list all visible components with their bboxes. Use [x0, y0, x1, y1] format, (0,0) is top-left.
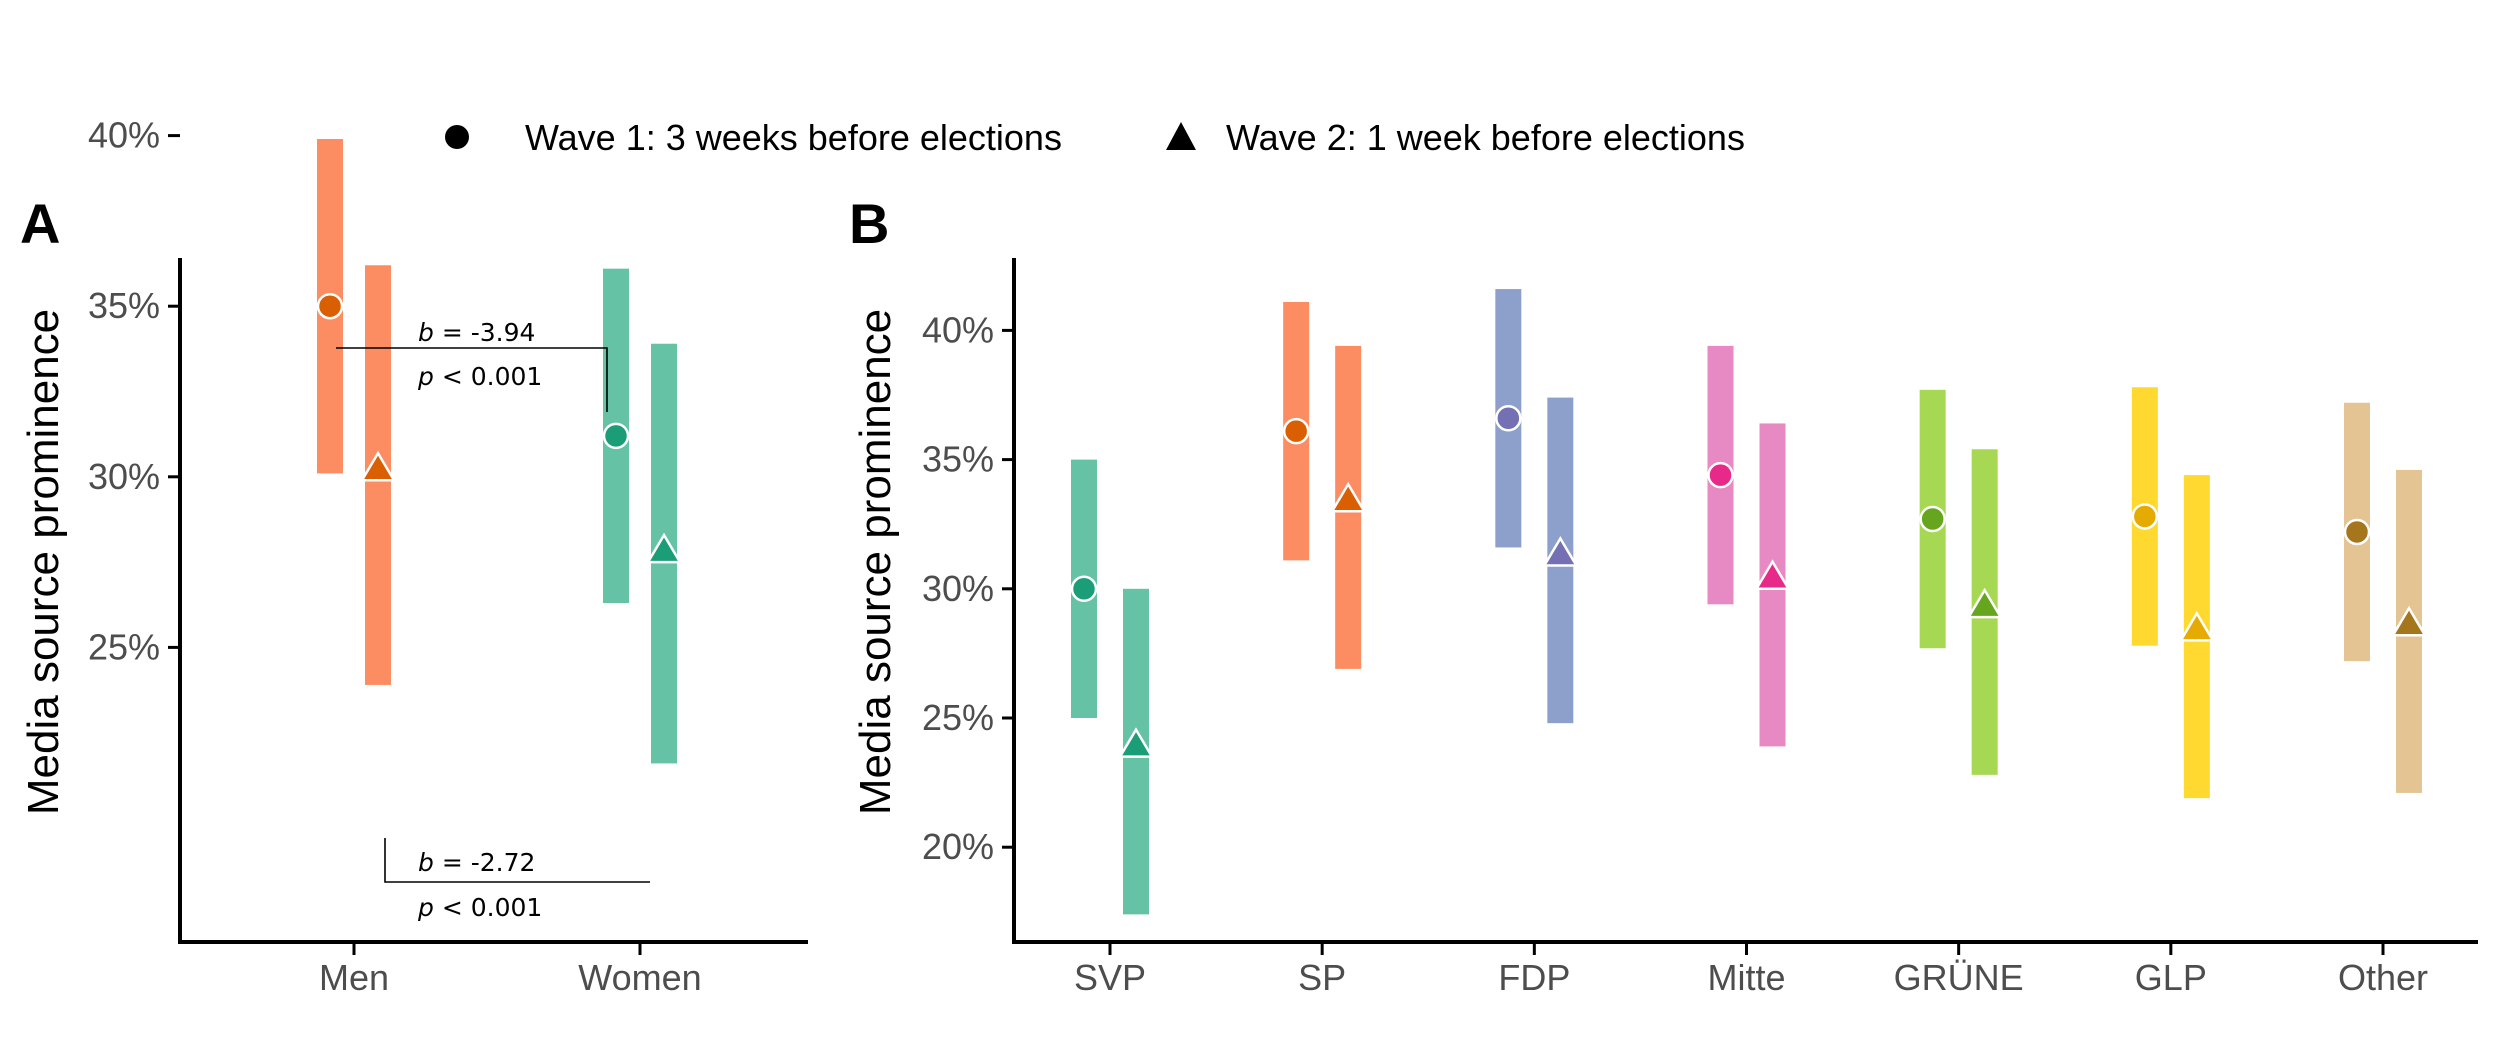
panel-b-wave1-point [2131, 503, 2159, 530]
panel-b-label: B [849, 192, 889, 255]
panel-b-plot: 20% 25% 30% 35% 40% SVP SP FDP Mitte GRÜNE GLP Othe… [922, 289, 2428, 998]
panel-a-y-tick-label: 25% [88, 626, 160, 667]
panel-a-wave1-point [602, 422, 630, 450]
panel-b-wave1-point [1495, 405, 1522, 432]
panel-b-wave1-point [1919, 505, 1946, 533]
panel-b-wave2-point [1966, 587, 2003, 619]
legend-circle-marker [445, 125, 469, 149]
panel-b-x-tick-label: FDP [1498, 957, 1570, 998]
panel-b-x-tick-label: GRÜNE [1894, 957, 2024, 998]
panel-a-y-tick-label: 30% [88, 456, 160, 497]
panel-b-y-tick-label: 40% [922, 309, 994, 350]
panel-b-x-tick-label: SVP [1074, 957, 1146, 998]
panel-b-wave2-point [1542, 536, 1579, 567]
bracket-line-wave1 [336, 347, 608, 412]
panel-a-x-tick-label: Women [578, 957, 701, 998]
panel-b-x-tick-label: GLP [2135, 957, 2207, 998]
panel-b-y-tick-label: 35% [922, 439, 994, 480]
panel-b-wave2-point [1117, 727, 1155, 758]
panel-b-wave1-point [1707, 461, 1734, 489]
legend-wave2-label: Wave 2: 1 week before elections [1226, 117, 1745, 158]
panel-a-y-tick-label: 40% [88, 115, 160, 156]
legend-wave1-label: Wave 1: 3 weeks before elections [525, 117, 1062, 158]
panel-a-wave1-point [316, 292, 344, 320]
panel-b-wave1-point [1282, 417, 1310, 445]
panel-a-label: A [20, 192, 60, 255]
panel-a-y-axis-title: Media source prominence [19, 309, 68, 815]
panel-b-y-tick-label: 30% [922, 568, 994, 609]
panel-b-y-tick-label: 20% [922, 826, 994, 867]
panel-b-wave1-point [2343, 518, 2371, 546]
bracket-p-wave1: p < 0.001 [417, 362, 542, 391]
panel-b-wave2-point [2178, 610, 2216, 642]
panel-b-wave2-point [1754, 559, 1791, 590]
panel-a-wave2-point [359, 450, 397, 482]
panel-b-wave1-point [1070, 575, 1098, 603]
bracket-line-wave2 [384, 838, 650, 883]
legend-triangle-marker [1166, 122, 1196, 150]
panel-b-x-tick-label: SP [1298, 957, 1346, 998]
significance-bracket-wave2: b = -2.72 p < 0.001 [384, 838, 650, 922]
bracket-coef-wave2: b = -2.72 [418, 848, 535, 877]
bracket-p-wave2: p < 0.001 [417, 893, 542, 922]
legend: Wave 1: 3 weeks before elections Wave 2:… [445, 117, 1745, 158]
significance-bracket-wave1: b = -3.94 p < 0.001 [336, 318, 608, 412]
bracket-coef-wave1: b = -3.94 [418, 318, 535, 347]
panel-a-y-tick-label: 35% [88, 285, 160, 326]
panel-b-y-tick-label: 25% [922, 697, 994, 738]
panel-b-x-tick-label: Mitte [1707, 957, 1785, 998]
panel-b-x-tick-label: Other [2338, 957, 2428, 998]
panel-a-wave2-point [645, 532, 683, 564]
panel-b-y-axis-title: Media source prominence [851, 309, 900, 815]
panel-b-wave2-point [2390, 605, 2428, 637]
panel-a-x-tick-label: Men [319, 957, 389, 998]
panel-b-wave2-point [1329, 481, 1367, 513]
panel-a-plot: 25% 30% 35% 40% Men Women [88, 115, 702, 998]
